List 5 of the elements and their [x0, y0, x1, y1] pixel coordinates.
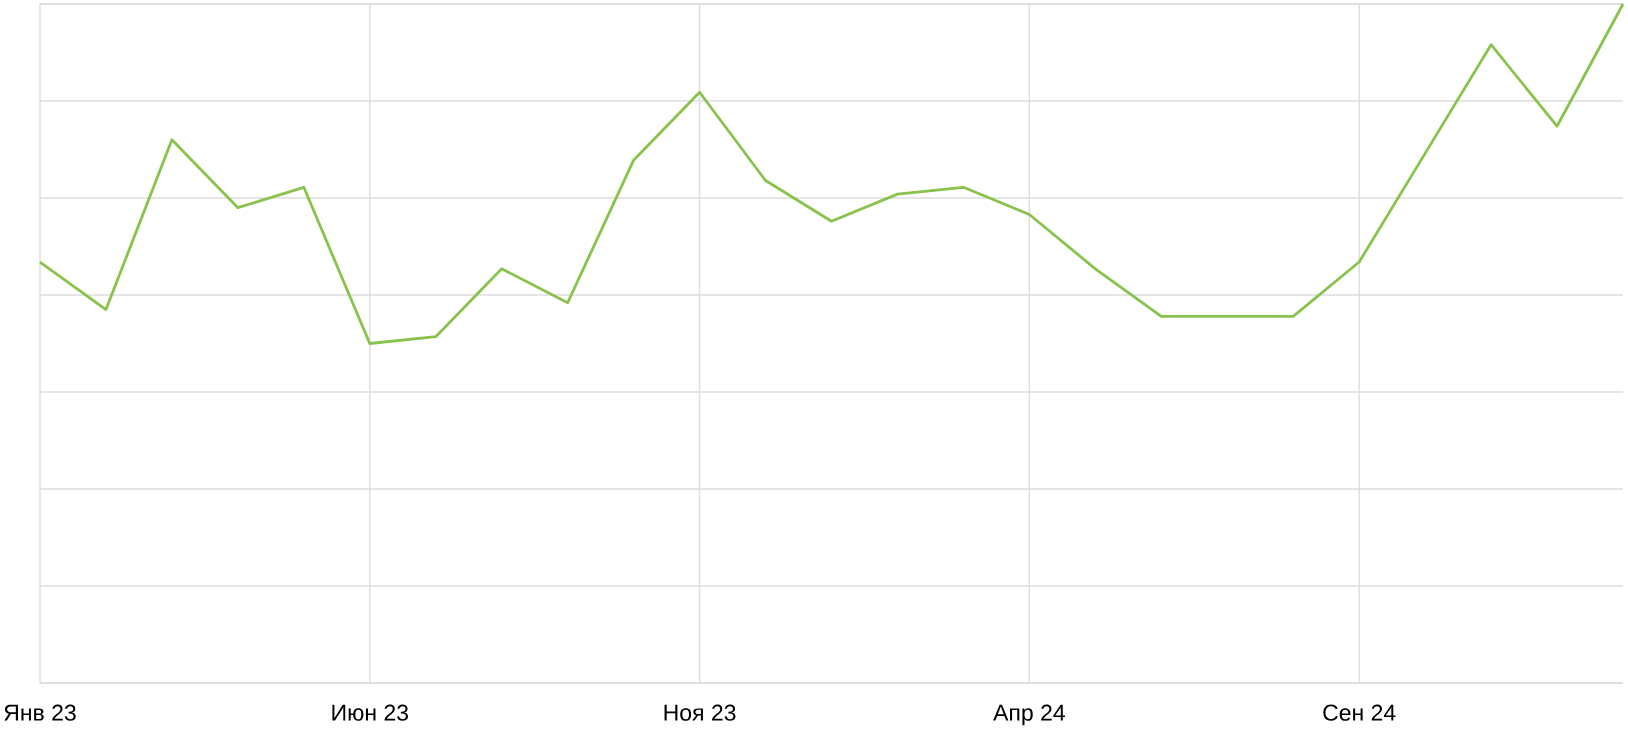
x-tick-label: Ноя 23	[664, 704, 736, 721]
x-tick-label: Июн 23	[332, 704, 408, 721]
x-tick-label: Сен 24	[1323, 704, 1396, 721]
x-tick-label: Апр 24	[993, 704, 1065, 726]
x-tick-label: Янв 23	[4, 704, 76, 721]
